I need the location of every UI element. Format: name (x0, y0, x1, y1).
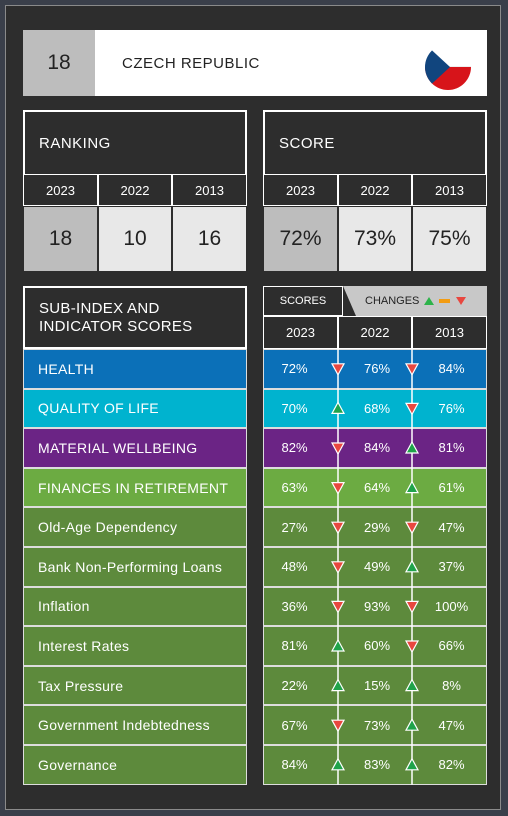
score-value: 76% (363, 361, 391, 377)
year: 2023 (263, 174, 338, 206)
score-value: 83% (363, 757, 391, 773)
changes-legend (424, 297, 467, 305)
score-value: 84% (363, 440, 391, 456)
score-value: 81% (438, 440, 465, 456)
score-value: 48% (281, 559, 308, 575)
score-value: 37% (438, 559, 465, 575)
row-label: FINANCES IN RETIREMENT (23, 467, 247, 508)
year: 2013 (172, 174, 247, 206)
score-value: 93% (363, 598, 391, 614)
ranking-title: RANKING (23, 110, 247, 174)
score-value: 63% (281, 480, 308, 496)
changes-label: CHANGES (365, 295, 420, 307)
value: 75% (412, 206, 487, 272)
scores-tab: SCORES (263, 286, 343, 316)
score-value: 36% (281, 598, 308, 614)
score-value: 76% (438, 400, 465, 416)
score-value: 67% (281, 717, 308, 733)
row-label: MATERIAL WELLBEING (23, 428, 247, 468)
score-value: 84% (281, 757, 308, 773)
rank-cell: 18 (23, 30, 95, 96)
score-value: 27% (281, 519, 308, 535)
year: 2023 (263, 316, 338, 349)
score-value: 73% (363, 717, 391, 733)
score-value: 84% (438, 361, 465, 377)
score-value: 82% (438, 757, 465, 773)
year: 2022 (338, 174, 412, 206)
changes-tab: CHANGES (343, 286, 487, 316)
score-value: 8% (442, 678, 461, 694)
row-label: Tax Pressure (23, 665, 247, 706)
score-value: 100% (434, 598, 469, 614)
row-label: Bank Non-Performing Loans (23, 547, 247, 587)
year: 2023 (23, 174, 98, 206)
score-value: 68% (363, 400, 391, 416)
row-label: QUALITY OF LIFE (23, 388, 247, 429)
score-value: 49% (363, 559, 391, 575)
score-value: 66% (438, 638, 465, 654)
score-value: 29% (363, 519, 391, 535)
row-label: Inflation (23, 586, 247, 627)
flag (425, 44, 471, 90)
score-value: 60% (363, 638, 391, 654)
row-bg (263, 349, 487, 389)
score-value: 82% (281, 440, 308, 456)
score-value: 61% (438, 480, 465, 496)
header (23, 30, 487, 96)
value: 72% (263, 206, 338, 272)
score-value: 22% (281, 678, 308, 694)
value: 16 (172, 206, 247, 272)
year: 2013 (412, 174, 487, 206)
value: 10 (98, 206, 172, 272)
score-value: 81% (281, 638, 308, 654)
subindex-title: SUB-INDEX AND INDICATOR SCORES (23, 286, 247, 349)
row-label: Government Indebtedness (23, 705, 247, 745)
score-value: 47% (438, 717, 465, 733)
score-title: SCORE (263, 110, 487, 174)
row-bg (263, 745, 487, 785)
score-value: 72% (281, 361, 308, 377)
row-bg (263, 586, 487, 627)
row-label: Old-Age Dependency (23, 507, 247, 547)
score-value: 64% (363, 480, 391, 496)
row-bg (263, 388, 487, 429)
row-bg (263, 507, 487, 547)
row-bg (263, 665, 487, 706)
row-bg (263, 467, 487, 508)
value: 18 (23, 206, 98, 272)
year: 2022 (338, 316, 412, 349)
row-bg (263, 626, 487, 666)
row-label: HEALTH (23, 349, 247, 389)
row-label: Governance (23, 745, 247, 785)
row-label: Interest Rates (23, 626, 247, 666)
row-bg (263, 547, 487, 587)
score-value: 70% (281, 400, 308, 416)
year: 2013 (412, 316, 487, 349)
year: 2022 (98, 174, 172, 206)
value: 73% (338, 206, 412, 272)
score-value: 47% (438, 519, 465, 535)
country: CZECH REPUBLIC (122, 54, 260, 72)
row-bg (263, 428, 487, 468)
row-bg (263, 705, 487, 745)
score-value: 15% (363, 678, 391, 694)
